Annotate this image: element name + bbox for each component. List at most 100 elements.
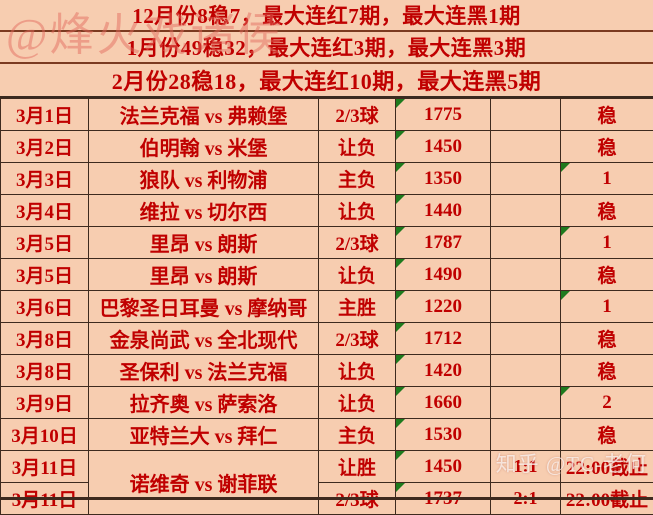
table-row[interactable]: 3月4日维拉 vs 切尔西让负 1440 稳 xyxy=(1,195,653,227)
cell-play[interactable]: 2/3球 xyxy=(319,99,396,131)
cell-date[interactable]: 3月6日 xyxy=(1,291,89,323)
cell-odds-text: 1775 xyxy=(424,104,462,125)
cell-score[interactable] xyxy=(491,99,561,131)
cell-score[interactable] xyxy=(491,323,561,355)
cell-date[interactable]: 3月4日 xyxy=(1,195,89,227)
cell-result[interactable]: 22:00截止 xyxy=(561,451,653,483)
cell-date[interactable]: 3月5日 xyxy=(1,227,89,259)
cell-play[interactable]: 主负 xyxy=(319,163,396,195)
cell-team[interactable]: 狼队 vs 利物浦 xyxy=(89,163,319,195)
cell-team[interactable]: 伯明翰 vs 米堡 xyxy=(89,131,319,163)
cell-play-text: 让负 xyxy=(338,202,376,223)
cell-score[interactable] xyxy=(491,355,561,387)
cell-date[interactable]: 3月2日 xyxy=(1,131,89,163)
cell-odds[interactable]: 1490 xyxy=(396,259,491,291)
cell-team[interactable]: 里昂 vs 朗斯 xyxy=(89,259,319,291)
cell-result-text: 1 xyxy=(602,296,612,317)
cell-play[interactable]: 2/3球 xyxy=(319,227,396,259)
cell-odds[interactable]: 1450 xyxy=(396,451,491,483)
cell-odds[interactable]: 1660 xyxy=(396,387,491,419)
cell-result[interactable]: 稳 xyxy=(561,195,653,227)
cell-team-merged[interactable]: 诺维奇 vs 谢菲联 xyxy=(89,451,319,515)
cell-play-text: 2/3球 xyxy=(335,490,378,511)
cell-result[interactable]: 稳 xyxy=(561,131,653,163)
cell-result[interactable]: 1 xyxy=(561,227,653,259)
comment-marker-icon xyxy=(396,227,405,236)
cell-team[interactable]: 圣保利 vs 法兰克福 xyxy=(89,355,319,387)
cell-date[interactable]: 3月10日 xyxy=(1,419,89,451)
comment-marker-icon xyxy=(396,163,405,172)
cell-team[interactable]: 拉齐奥 vs 萨索洛 xyxy=(89,387,319,419)
cell-score[interactable]: 1:1 xyxy=(491,451,561,483)
comment-marker-icon xyxy=(396,291,405,300)
cell-team[interactable]: 维拉 vs 切尔西 xyxy=(89,195,319,227)
cell-play[interactable]: 让负 xyxy=(319,387,396,419)
cell-play[interactable]: 让负 xyxy=(319,355,396,387)
cell-team[interactable]: 里昂 vs 朗斯 xyxy=(89,227,319,259)
cell-score[interactable] xyxy=(491,419,561,451)
cell-play[interactable]: 让胜 xyxy=(319,451,396,483)
comment-marker-icon xyxy=(396,387,405,396)
cell-date[interactable]: 3月1日 xyxy=(1,99,89,131)
cell-score[interactable] xyxy=(491,131,561,163)
cell-result[interactable]: 1 xyxy=(561,163,653,195)
cell-odds[interactable]: 1787 xyxy=(396,227,491,259)
cell-play[interactable]: 主负 xyxy=(319,419,396,451)
cell-result-text: 1 xyxy=(602,232,612,253)
cell-date-text: 3月5日 xyxy=(16,234,73,255)
comment-marker-icon xyxy=(396,99,405,108)
cell-result[interactable]: 稳 xyxy=(561,259,653,291)
cell-odds[interactable]: 1712 xyxy=(396,323,491,355)
cell-odds[interactable]: 1450 xyxy=(396,131,491,163)
cell-score[interactable] xyxy=(491,227,561,259)
cell-date[interactable]: 3月8日 xyxy=(1,323,89,355)
cell-team[interactable]: 金泉尚武 vs 全北现代 xyxy=(89,323,319,355)
cell-result[interactable]: 1 xyxy=(561,291,653,323)
cell-odds[interactable]: 1220 xyxy=(396,291,491,323)
cell-result[interactable]: 稳 xyxy=(561,99,653,131)
comment-marker-icon xyxy=(396,419,405,428)
cell-odds[interactable]: 1775 xyxy=(396,99,491,131)
cell-result-text: 22:00截止 xyxy=(566,458,648,479)
cell-play[interactable]: 2/3球 xyxy=(319,323,396,355)
cell-odds[interactable]: 1350 xyxy=(396,163,491,195)
cell-play[interactable]: 让负 xyxy=(319,259,396,291)
cell-date[interactable]: 3月11日 xyxy=(1,451,89,483)
comment-marker-icon xyxy=(396,259,405,268)
cell-score[interactable] xyxy=(491,163,561,195)
cell-result-text: 稳 xyxy=(597,330,616,351)
cell-odds[interactable]: 1420 xyxy=(396,355,491,387)
cell-result[interactable]: 稳 xyxy=(561,419,653,451)
cell-team[interactable]: 亚特兰大 vs 拜仁 xyxy=(89,419,319,451)
cell-odds[interactable]: 1440 xyxy=(396,195,491,227)
cell-score[interactable] xyxy=(491,259,561,291)
cell-date[interactable]: 3月8日 xyxy=(1,355,89,387)
cell-result[interactable]: 稳 xyxy=(561,355,653,387)
cell-score[interactable] xyxy=(491,387,561,419)
cell-play[interactable]: 让负 xyxy=(319,195,396,227)
cell-result[interactable]: 稳 xyxy=(561,323,653,355)
cell-play[interactable]: 主胜 xyxy=(319,291,396,323)
cell-date[interactable]: 3月3日 xyxy=(1,163,89,195)
cell-result[interactable]: 2 xyxy=(561,387,653,419)
cell-score[interactable] xyxy=(491,291,561,323)
cell-team[interactable]: 巴黎圣日耳曼 vs 摩纳哥 xyxy=(89,291,319,323)
cell-score[interactable] xyxy=(491,195,561,227)
cell-date[interactable]: 3月5日 xyxy=(1,259,89,291)
cell-date[interactable]: 3月9日 xyxy=(1,387,89,419)
cell-play[interactable]: 让负 xyxy=(319,131,396,163)
cell-odds[interactable]: 1530 xyxy=(396,419,491,451)
summary-banner-january-text: 1月份49稳32，最大连红3期，最大连黑3期 xyxy=(127,32,527,62)
cell-team[interactable]: 法兰克福 vs 弗赖堡 xyxy=(89,99,319,131)
